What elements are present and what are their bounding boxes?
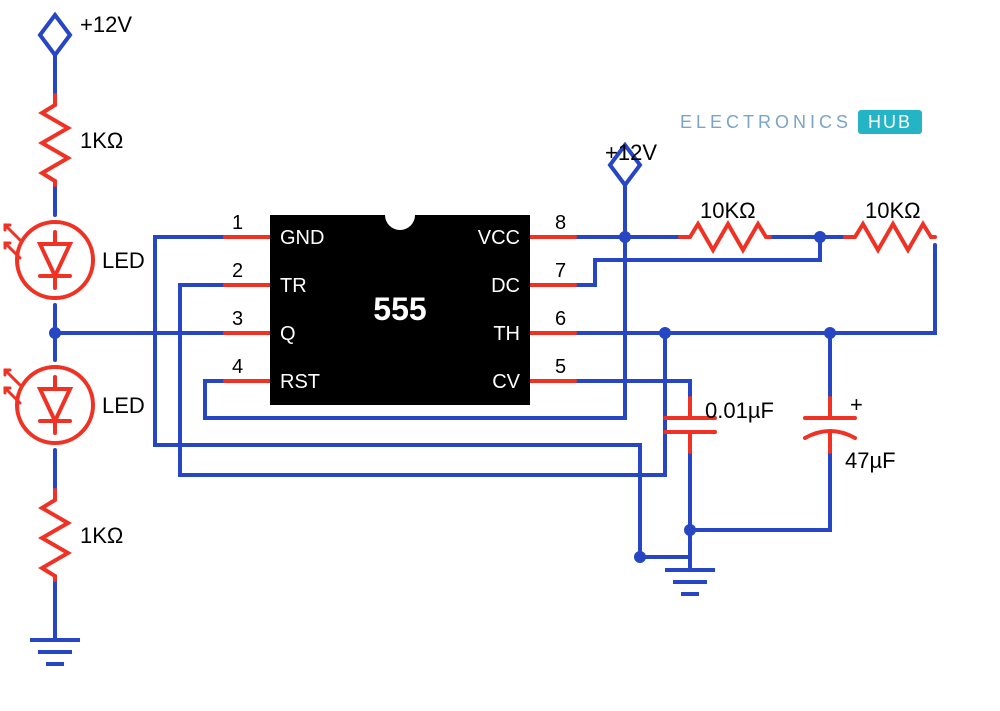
label-c2: 47µF	[845, 448, 896, 474]
svg-text:GND: GND	[280, 227, 324, 249]
svg-text:TR: TR	[280, 275, 307, 297]
label-c1: 0.01µF	[705, 398, 774, 424]
pin-num-1: 1	[232, 212, 243, 235]
watermark-b: HUB	[858, 110, 922, 134]
svg-text:TH: TH	[493, 323, 520, 345]
pin-num-4: 4	[232, 356, 243, 379]
label-r3: 10KΩ	[700, 198, 756, 224]
pin-num-3: 3	[232, 308, 243, 331]
pin-num-8: 8	[555, 212, 566, 235]
ic-name-text: 555	[373, 291, 426, 327]
svg-text:DC: DC	[491, 275, 520, 297]
ic-555: GND TR Q RST VCC DC TH CV 555	[270, 215, 530, 405]
pin-num-5: 5	[555, 356, 566, 379]
watermark: ELECTRONICS HUB	[680, 112, 922, 133]
svg-text:CV: CV	[492, 371, 520, 393]
pin-num-6: 6	[555, 308, 566, 331]
label-c2-pol: +	[850, 392, 863, 418]
watermark-a: ELECTRONICS	[680, 112, 852, 132]
label-led1: LED	[102, 248, 145, 274]
label-vcc-left: +12V	[80, 12, 132, 38]
schematic-canvas: GND TR Q RST VCC DC TH CV 555	[0, 0, 1000, 711]
svg-text:VCC: VCC	[478, 227, 520, 249]
label-led2: LED	[102, 393, 145, 419]
label-r2: 1KΩ	[80, 523, 123, 549]
pin-num-2: 2	[232, 260, 243, 283]
svg-text:RST: RST	[280, 371, 320, 393]
label-vcc-right: +12V	[605, 140, 657, 166]
power-arrows	[40, 15, 640, 185]
svg-text:Q: Q	[280, 323, 296, 345]
label-r4: 10KΩ	[865, 198, 921, 224]
label-r1: 1KΩ	[80, 128, 123, 154]
ground-symbols	[30, 570, 715, 664]
pin-num-7: 7	[555, 260, 566, 283]
